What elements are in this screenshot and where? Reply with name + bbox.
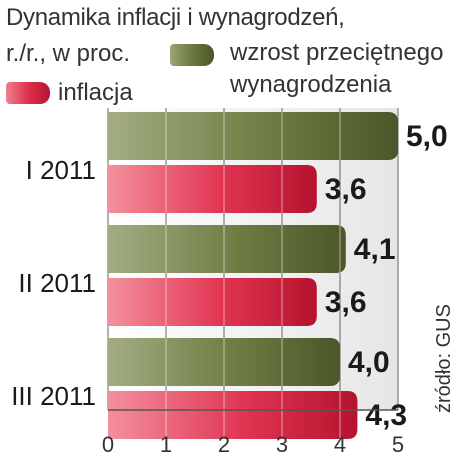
x-tick-label: 1	[160, 432, 172, 457]
x-tick-label: 2	[218, 432, 230, 457]
x-tick-label: 4	[334, 432, 346, 457]
bar-wage	[108, 112, 398, 160]
bar-wage	[108, 225, 346, 273]
x-tick-label: 5	[392, 432, 404, 457]
category-label: I 2011	[26, 155, 96, 185]
value-label: 4,0	[348, 346, 390, 379]
chart-title: Dynamika inflacji i wynagrodzeń,	[6, 4, 345, 31]
bar-inflation	[108, 165, 317, 213]
value-label: 5,0	[406, 120, 448, 153]
legend-label-inflation: inflacja	[58, 79, 133, 106]
value-label: 3,6	[325, 173, 367, 206]
category-label: II 2011	[18, 268, 96, 298]
bar-inflation	[108, 391, 358, 439]
x-tick-label: 0	[102, 432, 114, 457]
legend-swatch-inflation	[6, 82, 50, 104]
value-label: 4,3	[365, 399, 407, 432]
source-note: źródło: GUS	[433, 304, 455, 413]
x-tick-label: 3	[276, 432, 288, 457]
value-label: 4,1	[354, 233, 396, 266]
legend-label-wage-line2: wynagrodzenia	[230, 71, 392, 98]
chart-subtitle: r./r., w proc.	[6, 40, 131, 67]
legend-swatch-wage	[170, 44, 214, 66]
category-label: III 2011	[11, 381, 96, 411]
legend-label-wage-line1: wzrost przeciętnego	[230, 39, 444, 66]
value-label: 3,6	[325, 286, 367, 319]
bar-inflation	[108, 278, 317, 326]
